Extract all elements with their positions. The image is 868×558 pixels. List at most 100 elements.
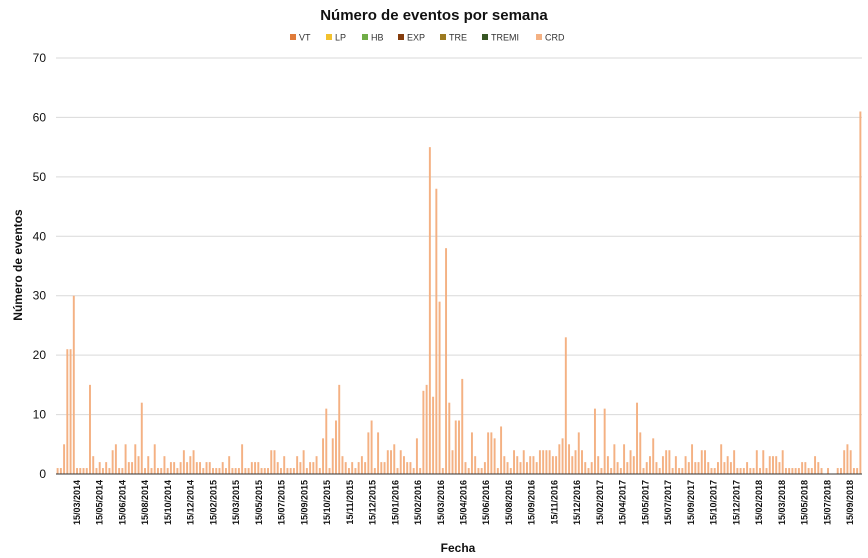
bar: [267, 468, 269, 474]
legend-swatch: [536, 34, 542, 40]
y-axis-ticks: 0 10 20 30 40 50 60 70: [33, 51, 47, 481]
bar: [814, 456, 817, 474]
bar: [467, 468, 470, 474]
bar: [746, 462, 749, 474]
bar: [441, 468, 444, 474]
bar: [383, 462, 386, 474]
bar: [179, 462, 182, 474]
x-tick-label: 15/02/2015: [208, 480, 218, 525]
bar: [791, 468, 794, 474]
bar: [652, 438, 655, 474]
bar: [496, 468, 499, 474]
bar: [632, 456, 635, 474]
bar: [600, 468, 603, 474]
y-tick-label: 0: [39, 467, 46, 481]
bar: [150, 468, 153, 474]
bar: [590, 462, 593, 474]
x-tick-label: 15/06/2014: [118, 480, 128, 525]
bar: [762, 450, 765, 474]
bar: [454, 420, 457, 474]
bar: [121, 468, 124, 474]
legend-item: TRE: [440, 33, 467, 43]
legend-label: EXP: [407, 33, 425, 43]
bar: [286, 468, 289, 474]
bar: [393, 444, 396, 474]
bar: [849, 450, 852, 474]
bar: [542, 450, 545, 474]
bar: [713, 468, 716, 474]
x-tick-label: 15/05/2017: [640, 480, 650, 525]
bar: [215, 468, 218, 474]
bar: [856, 468, 859, 474]
bar: [765, 468, 768, 474]
bar: [292, 468, 295, 474]
bar: [610, 468, 613, 474]
bar: [538, 450, 541, 474]
bar: [606, 456, 609, 474]
gridlines: [56, 57, 862, 416]
bar: [671, 468, 674, 474]
x-axis-label: Fecha: [441, 541, 476, 555]
bar: [370, 420, 373, 474]
bar: [166, 468, 169, 474]
x-tick-label: 15/01/2016: [390, 480, 400, 525]
bar: [254, 462, 257, 474]
y-tick-label: 70: [33, 51, 47, 65]
bar: [276, 462, 279, 474]
bar: [263, 468, 266, 474]
bar: [529, 456, 532, 474]
x-tick-label: 15/08/2016: [504, 480, 514, 525]
bar: [234, 468, 237, 474]
bar: [182, 450, 185, 474]
bar: [283, 456, 286, 474]
bar: [739, 468, 742, 474]
bar: [111, 450, 114, 474]
bar: [335, 420, 337, 474]
bar: [322, 438, 325, 474]
bar: [422, 390, 425, 474]
legend-item: CRD: [536, 33, 565, 43]
bar: [626, 462, 629, 474]
legend-item: VT: [290, 33, 311, 43]
bar: [839, 468, 842, 474]
y-axis-label: Número de eventos: [11, 209, 25, 321]
bar: [593, 408, 596, 474]
bars: [56, 111, 862, 475]
bar: [726, 456, 729, 474]
bar: [299, 462, 302, 474]
bar: [244, 468, 247, 474]
bar: [623, 444, 626, 474]
bar: [347, 468, 350, 474]
bar: [328, 468, 331, 474]
bar: [237, 468, 240, 474]
x-tick-label: 15/07/2017: [663, 480, 673, 525]
bar: [707, 462, 710, 474]
y-tick-label: 60: [33, 110, 47, 124]
bar: [584, 462, 587, 474]
x-tick-label: 15/04/2016: [459, 480, 469, 525]
legend-swatch: [482, 34, 488, 40]
x-tick-label: 15/02/2018: [754, 480, 764, 525]
x-tick-label: 15/02/2017: [595, 480, 605, 525]
x-tick-label: 15/09/2015: [299, 480, 309, 525]
bar: [218, 468, 221, 474]
legend-label: VT: [299, 33, 311, 43]
bar: [409, 462, 412, 474]
bar: [577, 432, 580, 474]
bar: [296, 456, 299, 474]
bar: [56, 468, 59, 474]
bar: [432, 396, 435, 474]
bar: [820, 468, 823, 474]
x-tick-label: 15/02/2016: [413, 480, 423, 525]
bar: [788, 468, 791, 474]
x-tick-label: 15/06/2016: [481, 480, 491, 525]
x-tick-label: 15/05/2015: [254, 480, 264, 525]
x-tick-label: 15/10/2015: [322, 480, 332, 525]
bar: [704, 450, 706, 474]
bar: [778, 462, 781, 474]
bar: [807, 468, 810, 474]
bar: [153, 444, 156, 474]
bar: [205, 462, 208, 474]
bar: [749, 468, 752, 474]
